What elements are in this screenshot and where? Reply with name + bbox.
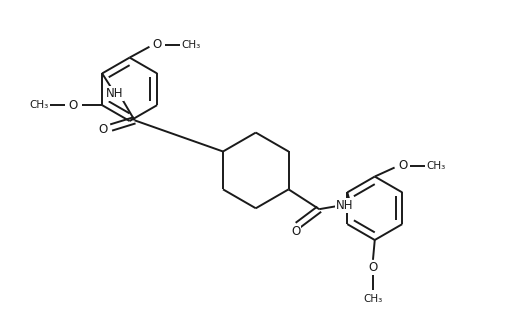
Text: CH₃: CH₃ <box>427 161 446 171</box>
Text: CH₃: CH₃ <box>363 295 382 305</box>
Text: O: O <box>69 99 78 112</box>
Text: O: O <box>368 261 378 274</box>
Text: NH: NH <box>336 199 353 212</box>
Text: NH: NH <box>106 87 124 100</box>
Text: O: O <box>398 159 407 172</box>
Text: O: O <box>291 225 300 238</box>
Text: CH₃: CH₃ <box>29 100 49 110</box>
Text: CH₃: CH₃ <box>181 40 200 50</box>
Text: O: O <box>98 123 108 136</box>
Text: O: O <box>153 38 162 51</box>
